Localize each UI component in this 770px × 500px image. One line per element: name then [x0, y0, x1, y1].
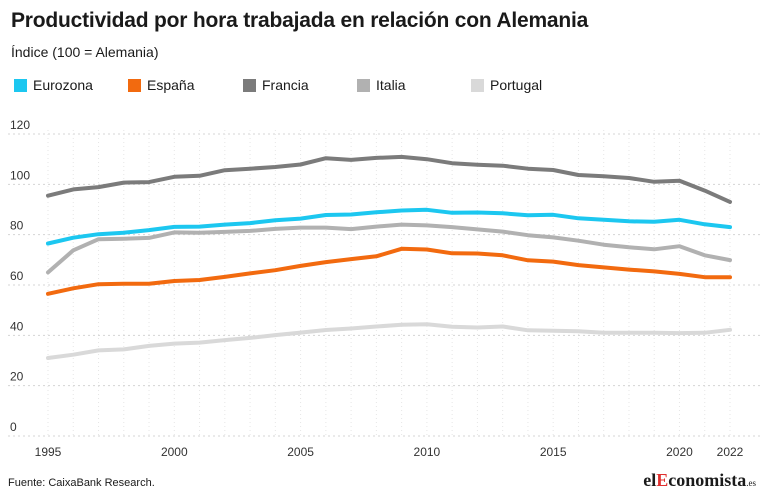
legend-swatch: [471, 78, 484, 92]
series-line-francia: [46, 154, 732, 204]
x-tick-label: 2010: [414, 445, 441, 459]
x-tick-label: 2000: [161, 445, 188, 459]
legend-label: Eurozona: [33, 77, 93, 93]
series-line-italia: [46, 222, 732, 275]
x-tick-label: 2015: [540, 445, 567, 459]
legend-item-francia: Francia: [243, 77, 309, 93]
y-tick-label: 20: [10, 370, 24, 384]
y-tick-label: 120: [10, 118, 30, 132]
x-tick-label: 2005: [287, 445, 314, 459]
legend-label: Italia: [376, 77, 406, 93]
x-tick-label: 1995: [35, 445, 62, 459]
legend-item-italia: Italia: [357, 77, 406, 93]
brand-suffix: .es: [746, 478, 756, 488]
legend-swatch: [128, 78, 141, 92]
legend-swatch: [14, 78, 27, 92]
legend: Eurozona España Francia Italia Portugal: [14, 77, 764, 99]
series-line-eurozona: [46, 207, 732, 246]
legend-item-portugal: Portugal: [471, 77, 542, 93]
legend-label: Portugal: [490, 77, 543, 93]
y-tick-label: 60: [10, 269, 24, 283]
y-tick-label: 100: [10, 168, 30, 182]
x-tick-label: 2020: [666, 445, 693, 459]
x-tick-label: 2022: [717, 445, 744, 459]
source-note: Fuente: CaixaBank Research.: [8, 477, 155, 489]
legend-swatch: [357, 78, 370, 92]
legend-swatch: [243, 78, 256, 92]
series-line-portugal: [46, 322, 732, 360]
chart-subtitle: Índice (100 = Alemania): [11, 44, 159, 60]
legend-item-eurozona: Eurozona: [14, 77, 93, 93]
y-tick-label: 80: [10, 219, 24, 233]
brand-logo: elEconomista.es: [643, 470, 756, 491]
chart-title: Productividad por hora trabajada en rela…: [11, 9, 589, 32]
brand-mid: E: [656, 470, 669, 490]
y-tick-label: 40: [10, 319, 24, 333]
series-line-espana: [46, 246, 732, 296]
y-tick-label: 0: [10, 420, 17, 434]
legend-label: España: [147, 77, 195, 93]
brand-prefix: el: [643, 470, 657, 490]
brand-main: conomista: [668, 470, 747, 490]
legend-item-espana: España: [128, 77, 194, 93]
legend-label: Francia: [262, 77, 309, 93]
